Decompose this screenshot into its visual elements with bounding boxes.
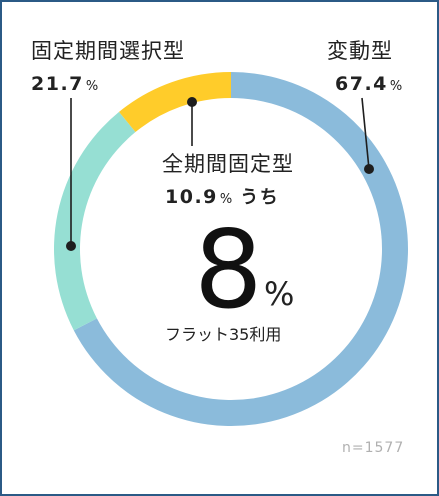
slice-kotei-kikan [54, 111, 136, 331]
legend-label-zen-kikan: 全期間固定型 [162, 152, 294, 176]
value-unit: % [219, 192, 233, 207]
leader-zen-kikan-dot [187, 97, 197, 107]
sample-size: n=1577 [342, 440, 405, 456]
value-number: 67.4 [335, 73, 388, 95]
center-value: 8 [194, 208, 263, 333]
leader-hendou-line [361, 97, 370, 170]
slice-zen-kikan [119, 72, 231, 133]
legend-value-kotei-kikan: 21.7% [31, 73, 98, 95]
center-prefix: うち [240, 187, 280, 208]
legend-label-hendou: 変動型 [327, 39, 393, 63]
center-caption: フラット35利用 [165, 325, 282, 344]
value-number: 21.7 [31, 73, 84, 95]
value-unit: % [389, 79, 403, 94]
leader-kotei-kikan-dot [66, 241, 76, 251]
legend-value-hendou: 67.4% [335, 73, 402, 95]
value-unit: % [85, 79, 99, 94]
legend-label-kotei-kikan: 固定期間選択型 [31, 39, 185, 63]
legend-value-zen-kikan: 10.9% うち [165, 183, 279, 209]
center-unit: % [264, 275, 295, 313]
leader-hendou-dot [364, 164, 374, 174]
value-number: 10.9 [165, 186, 218, 208]
